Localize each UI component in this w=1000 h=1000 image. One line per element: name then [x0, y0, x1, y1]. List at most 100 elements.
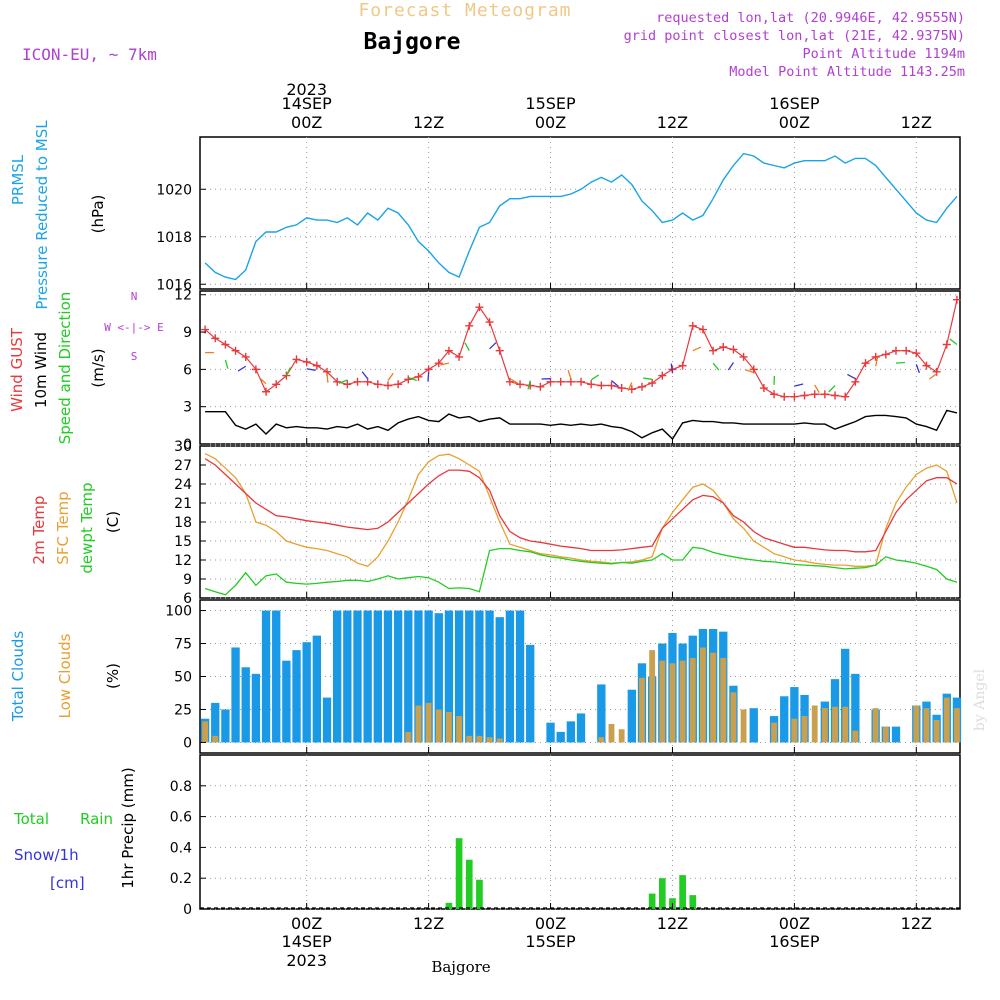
total-cloud-bar: [434, 613, 443, 743]
total-cloud-bar: [505, 610, 515, 743]
top-time-label: 16SEP: [769, 94, 820, 113]
low-cloud-bar: [923, 708, 930, 743]
y-tick-label: 6: [183, 591, 192, 607]
gust-marker: [688, 321, 697, 330]
wind-arrow: [627, 382, 633, 391]
top-time-label: 00Z: [535, 113, 566, 132]
compass-ew: W <-|-> E: [104, 321, 164, 334]
snow-unit: [cm]: [50, 874, 85, 892]
low-cloud-bar: [212, 735, 219, 743]
total-cloud-bar: [383, 610, 393, 743]
gust-marker: [841, 392, 850, 401]
wind-arrow: [489, 342, 497, 350]
wind-arrow: [427, 372, 430, 382]
gust-marker: [770, 390, 779, 399]
low-cloud-bar: [832, 706, 838, 743]
gust-marker: [709, 346, 718, 355]
gust-marker: [312, 361, 321, 370]
gust-marker: [536, 382, 545, 391]
total-cloud-bar: [627, 689, 636, 743]
low-cloud-bar: [791, 718, 798, 743]
total-cloud-bar: [749, 708, 758, 743]
total-cloud-bar: [414, 610, 423, 743]
rain-label-2: Rain: [80, 810, 113, 828]
gust-marker: [678, 361, 687, 370]
gust-marker: [952, 295, 961, 304]
low-cloud-bar: [496, 738, 503, 743]
top-time-label: 15SEP: [525, 94, 576, 113]
low-cloud-bar: [852, 730, 859, 743]
gust-marker: [495, 346, 504, 355]
rain-label-1: Total: [13, 810, 49, 828]
bottom-time-label: 00Z: [779, 914, 810, 933]
compass-s: S: [131, 350, 138, 363]
low-cloud-label: Low Clouds: [56, 633, 74, 718]
gust-marker: [597, 381, 606, 390]
location-title: Bajgore: [364, 29, 461, 55]
pressure-unit: (hPa): [89, 195, 107, 234]
bottom-time-label: 16SEP: [769, 932, 820, 951]
wind-arrow: [928, 373, 938, 380]
gust-marker: [820, 390, 829, 399]
wind-arrow: [361, 371, 369, 380]
gust-marker: [221, 340, 230, 349]
y-tick-label: 75: [174, 637, 192, 653]
total-cloud-bar: [261, 610, 271, 743]
total-cloud-bar: [292, 650, 301, 743]
total-cloud-bar: [515, 610, 525, 743]
gust-marker: [455, 352, 464, 361]
gust-marker: [485, 318, 494, 327]
gust-marker: [272, 380, 281, 389]
gridpoint-coords: grid point closest lon,lat (21E, 42.9375…: [624, 28, 965, 44]
gust-marker: [902, 346, 911, 355]
wind-arrow: [590, 374, 600, 381]
low-cloud-bar: [771, 722, 777, 743]
total-cloud-bar: [343, 610, 352, 743]
gust-marker: [587, 380, 596, 389]
panel-frames: [199, 136, 961, 910]
total-cloud-bar: [404, 610, 413, 743]
gust-marker: [251, 365, 260, 374]
total-cloud-bar: [444, 610, 454, 743]
gust-marker: [434, 359, 443, 368]
wind-arrow: [567, 369, 572, 379]
y-tick-label: 27: [174, 458, 192, 474]
wind-speed-line: [205, 409, 958, 441]
dewpt-line: [204, 546, 958, 596]
total-cloud-bar: [282, 660, 291, 743]
bottom-time-label: 14SEP: [282, 932, 333, 951]
gust-marker: [658, 371, 667, 380]
low-cloud-bar: [456, 716, 463, 743]
rain-bar: [689, 895, 697, 909]
gust-marker: [861, 359, 870, 368]
low-cloud-bar: [821, 708, 828, 743]
low-cloud-bar: [954, 708, 960, 743]
wind-arrow: [527, 380, 531, 390]
low-cloud-bar: [689, 658, 696, 743]
panel-frame: [199, 136, 961, 290]
low-cloud-bar: [933, 720, 940, 743]
total-cloud-bar: [790, 687, 799, 743]
low-cloud-bar: [913, 705, 920, 743]
y-tick-label: 15: [174, 534, 192, 550]
gust-marker: [637, 382, 646, 391]
gust-marker: [729, 345, 738, 354]
bottom-time-label: 12Z: [657, 914, 688, 933]
low-cloud-bar: [842, 706, 849, 743]
y-tick-label: 0: [183, 735, 192, 751]
total-cloud-bar: [363, 610, 372, 743]
y-tick-label: 12: [174, 553, 192, 569]
gust-marker: [790, 392, 799, 401]
total-cloud-bar: [454, 610, 464, 743]
total-cloud-bar: [475, 610, 484, 743]
low-cloud-bar: [740, 709, 747, 743]
panel-gridlines: [200, 137, 960, 910]
rain-bar: [679, 875, 686, 909]
y-tick-label: 25: [174, 702, 192, 718]
low-cloud-bar: [405, 731, 412, 743]
snow-label: Snow/1h: [14, 846, 79, 864]
total-cloud-bar: [851, 673, 860, 743]
gust-marker: [444, 346, 453, 355]
gust-marker: [424, 365, 433, 374]
